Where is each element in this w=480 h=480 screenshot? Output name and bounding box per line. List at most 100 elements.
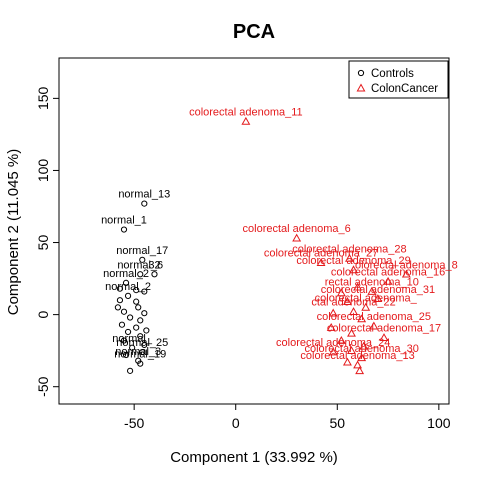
point-label: colorectal adenoma_11 [189, 106, 303, 118]
legend-box [348, 60, 449, 99]
control-point [129, 344, 136, 351]
x-axis-label: Component 1 (33.992 %) [170, 449, 338, 466]
control-point [137, 333, 144, 340]
legend-coloncancer-label: ColonCancer [371, 83, 438, 95]
coloncancer-point [342, 297, 352, 305]
point-label: normal_2 [105, 281, 151, 293]
point-label: normal_17 [116, 245, 168, 257]
coloncancer-point [347, 346, 356, 354]
y-axis-label: Component 2 (11.045 %) [5, 149, 22, 316]
control-point [120, 226, 128, 233]
point-label: colorectal adenoma_31 [321, 284, 435, 296]
control-point [137, 360, 144, 367]
x-tick-label: 0 [232, 415, 240, 431]
point-label: colorectal adenoma_24 [276, 337, 390, 349]
point-label: normal_6 [117, 259, 163, 271]
coloncancer-point [355, 366, 365, 375]
coloncancer-point [345, 253, 354, 262]
point-label: normal_2 [103, 268, 149, 280]
coloncancer-point [292, 233, 302, 242]
control-point [126, 314, 134, 321]
coloncancer-point [383, 276, 393, 285]
coloncancer-point [353, 282, 363, 291]
coloncancer-point [326, 322, 336, 331]
point-label: normal_ [112, 333, 153, 345]
y-tick-label: 0 [35, 311, 51, 319]
control-point [141, 310, 148, 317]
point-label: colorectal adenoma_17 [327, 323, 441, 335]
point-label: colorectal adenoma_29 [296, 255, 410, 267]
control-point [124, 292, 132, 299]
y-tick-label: 50 [35, 235, 51, 251]
point-labels: normal_13normal_1normal_17normal_632norm… [101, 106, 458, 362]
y-tick-label: 150 [35, 86, 51, 110]
control-point [133, 298, 140, 305]
control-point [118, 321, 126, 328]
axes: -50 0 50 100 -50 0 50 100 150 [35, 86, 451, 431]
point-label: normal_1 [101, 215, 147, 227]
coloncancer-point [357, 314, 367, 323]
point-label: colorectal adenoma_6 [243, 223, 351, 235]
coloncancer-point [336, 288, 346, 297]
point-label: colorectal adenoma_13 [300, 350, 414, 362]
point-label: ctal adenoma_22 [311, 297, 395, 309]
coloncancer-point [316, 258, 326, 267]
control-point [141, 200, 148, 207]
coloncancer-point [373, 294, 383, 303]
coloncancer-point [347, 328, 356, 337]
coloncancer-point [369, 321, 379, 330]
point-label: rectal adenoma_10 [325, 277, 419, 289]
point-label: 32 [148, 259, 160, 271]
control-point [120, 308, 128, 315]
control-point [122, 279, 130, 286]
coloncancer-point [328, 308, 338, 317]
point-label: normal_13 [118, 189, 170, 201]
control-point [114, 304, 122, 311]
y-tick-label: -50 [35, 376, 51, 396]
coloncancer-point [353, 360, 363, 369]
control-point [141, 341, 148, 348]
point-label: olorectal adenoma_8 [355, 259, 458, 271]
x-tick-label: -50 [124, 415, 144, 431]
chart-title: PCA [233, 21, 275, 43]
x-tick-label: 100 [427, 415, 451, 431]
control-point [124, 328, 132, 336]
y-tick-label: 100 [35, 159, 51, 183]
point-label: colorectal adenoma_16 [331, 266, 445, 278]
control-point [133, 287, 140, 294]
legend-coloncancer-marker [356, 83, 366, 92]
x-tick-label: 50 [329, 415, 345, 431]
data-points [114, 116, 411, 375]
point-label: normal_3 [115, 346, 161, 358]
legend: Controls ColonCancer [348, 60, 449, 99]
control-point [139, 349, 146, 356]
control-point [120, 337, 128, 344]
control-point [139, 256, 146, 263]
control-point [122, 351, 130, 359]
control-point [137, 271, 144, 278]
coloncancer-point [401, 269, 411, 278]
point-label: colorectal adenoma_28 [292, 243, 406, 255]
coloncancer-point [328, 347, 338, 356]
point-label: normal_25 [116, 337, 168, 349]
control-point [143, 327, 150, 334]
point-label: colorectal adenoma_30 [304, 343, 418, 355]
control-point [151, 271, 158, 278]
control-point [133, 324, 140, 331]
coloncancer-point [336, 335, 346, 344]
control-point [126, 367, 134, 374]
control-point [135, 304, 142, 311]
point-label: colorectal adenoma_27 [264, 248, 378, 260]
control-point [116, 285, 124, 292]
coloncancer-point [349, 307, 358, 316]
coloncancer-point [359, 341, 369, 350]
point-label: colorectal adenoma_ [315, 292, 418, 304]
coloncancer-point [361, 302, 371, 311]
legend-controls-label: Controls [371, 68, 414, 80]
coloncancer-point [241, 116, 251, 125]
coloncancer-point [342, 357, 352, 366]
coloncancer-point [349, 265, 358, 274]
point-label: normal_19 [114, 349, 166, 361]
coloncancer-point [357, 353, 367, 362]
control-point [137, 317, 144, 324]
